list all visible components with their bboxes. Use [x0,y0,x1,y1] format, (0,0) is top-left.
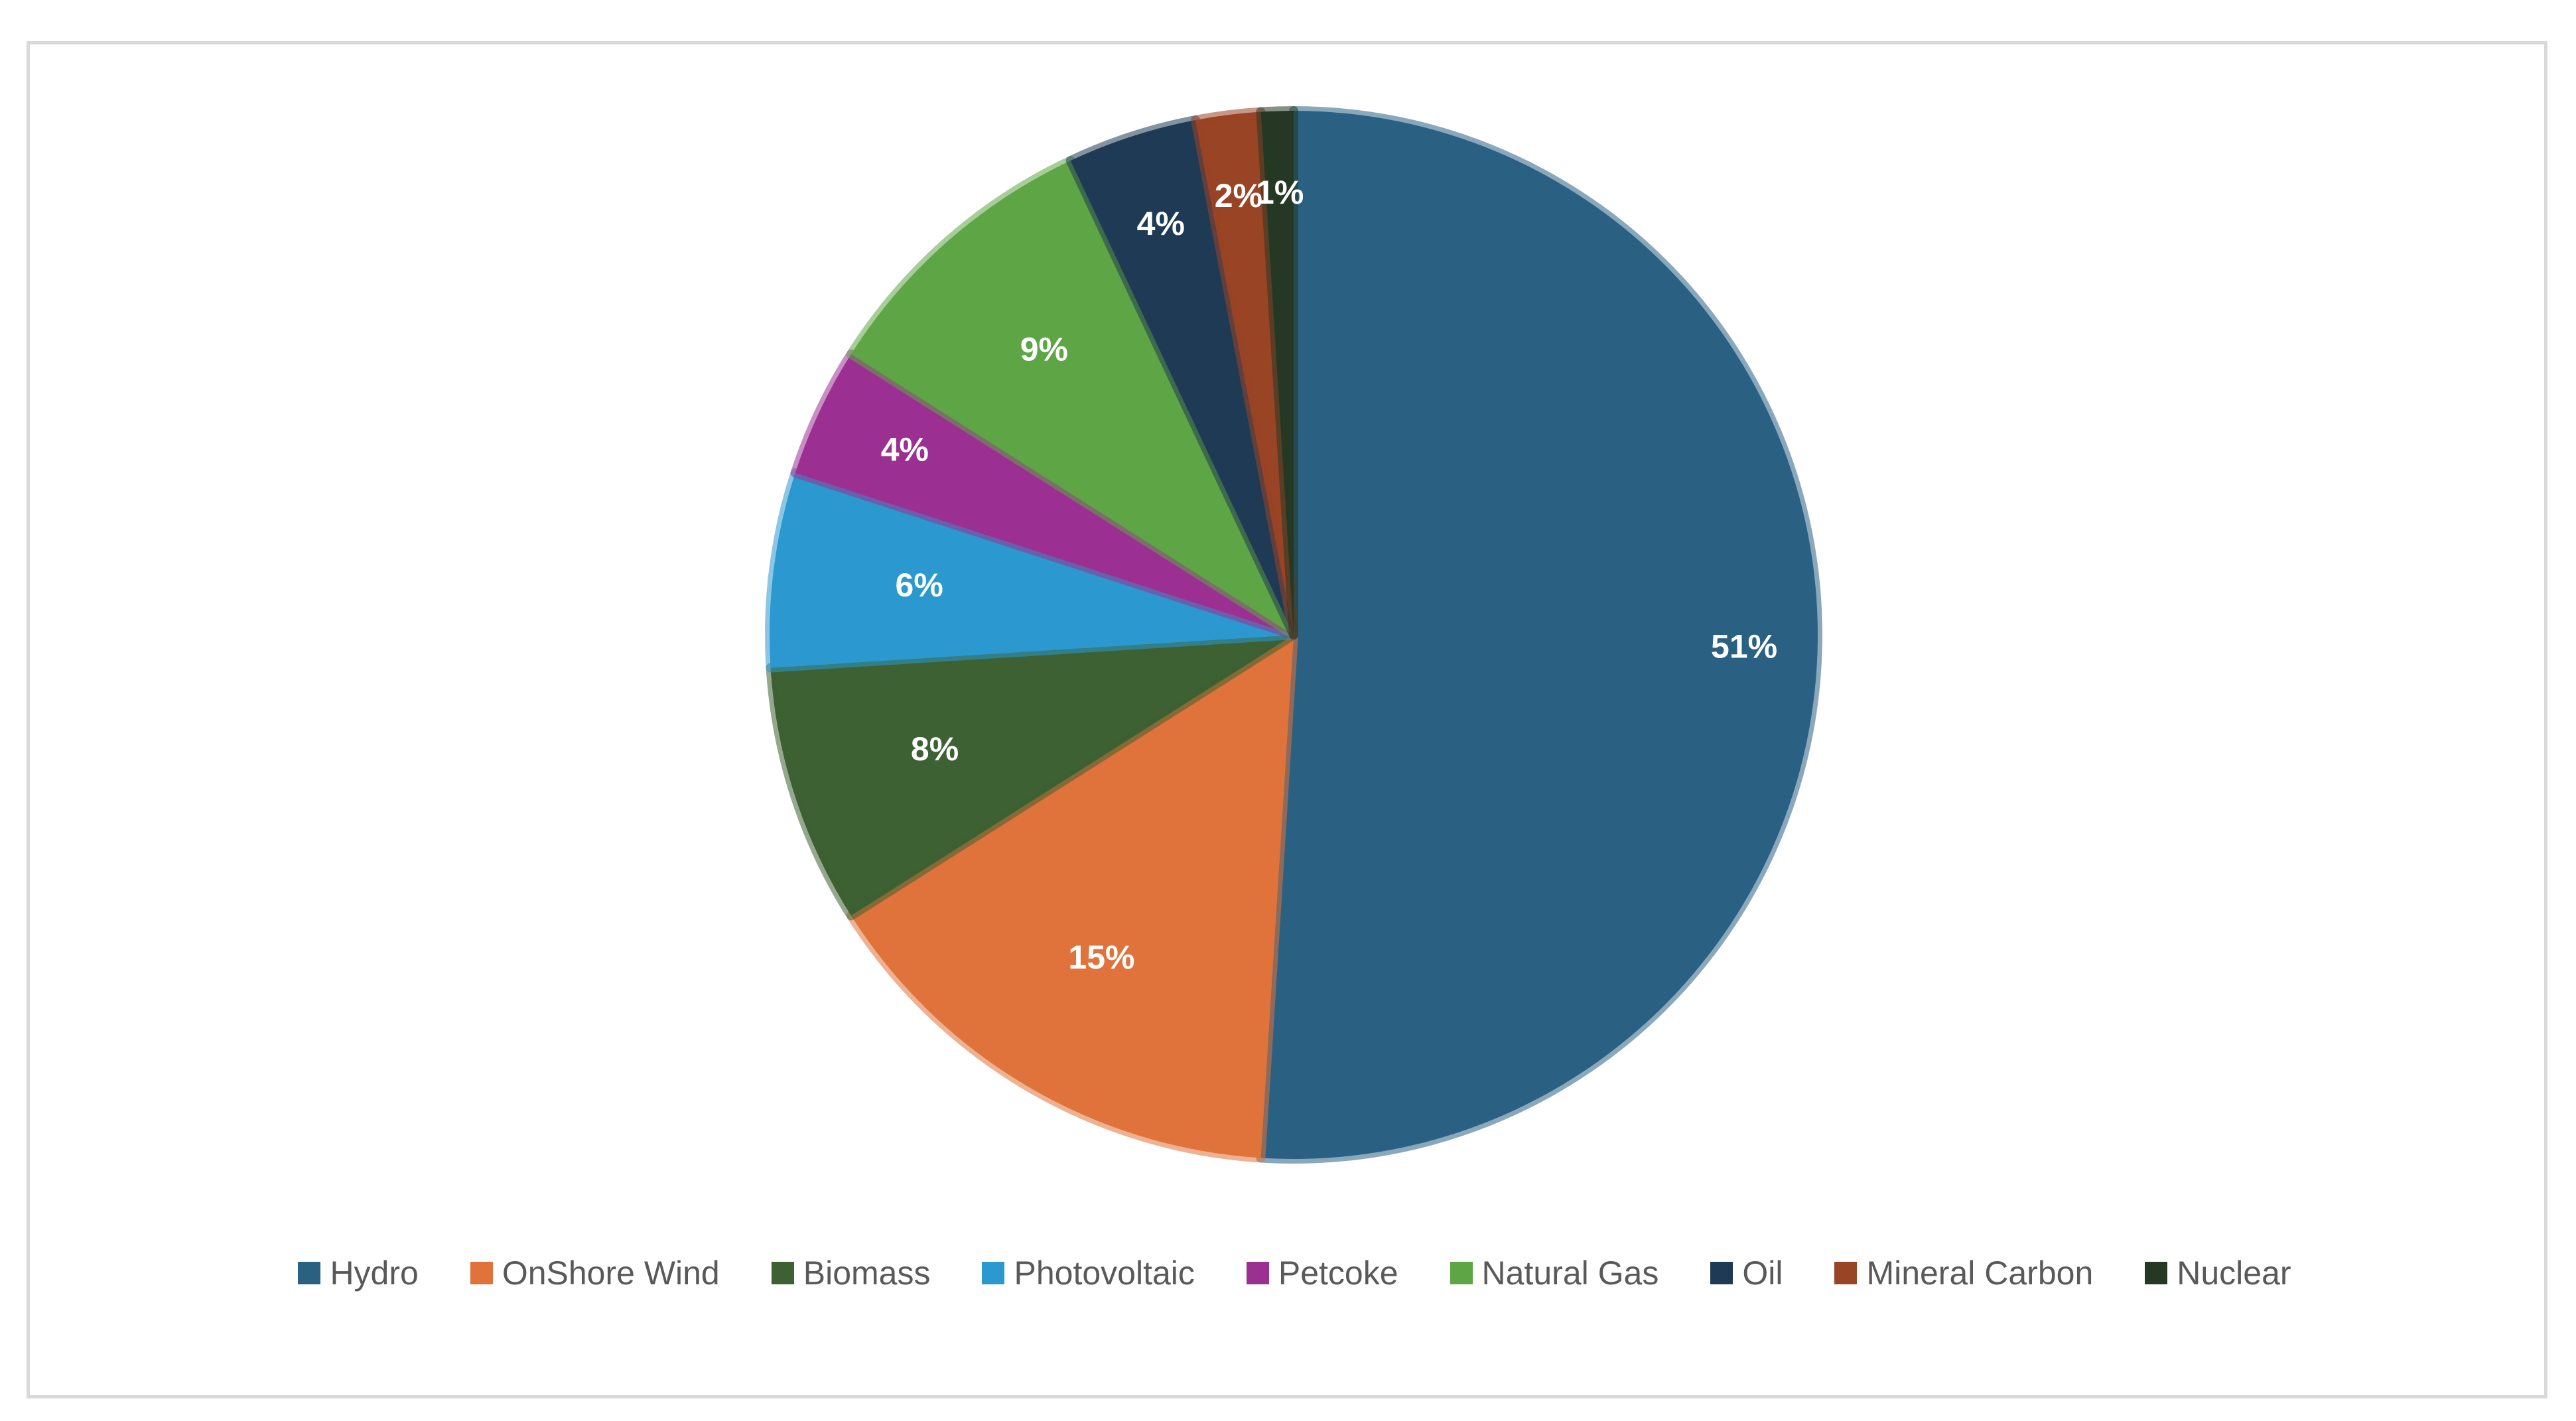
data-label-nuclear: 1% [1256,174,1304,211]
legend-item-oil: Oil [1710,1254,1783,1292]
data-label-biomass: 8% [911,730,959,768]
legend-label-natural-gas: Natural Gas [1481,1254,1659,1292]
legend-swatch-oil [1710,1262,1733,1284]
legend-item-mineral-carbon: Mineral Carbon [1834,1254,2093,1292]
legend-swatch-petcoke [1246,1262,1269,1284]
data-label-oil: 4% [1137,205,1185,242]
legend-swatch-photovoltaic [982,1262,1005,1284]
legend-label-onshore-wind: OnShore Wind [502,1254,720,1292]
pie-slice-natural-gas [846,156,1298,640]
legend-item-petcoke: Petcoke [1246,1254,1398,1292]
chart-legend: Hydro OnShore Wind Biomass Photovoltaic … [0,1254,2576,1292]
legend-item-biomass: Biomass [771,1254,931,1292]
data-label-onshore-wind: 15% [1068,939,1134,976]
legend-swatch-hydro [298,1262,321,1284]
pie-data-labels: 51% 15% 8% 6% 4% 9% 4% 2%1% [881,174,1777,976]
legend-swatch-nuclear [2145,1262,2168,1284]
legend-label-biomass: Biomass [803,1254,931,1292]
legend-item-natural-gas: Natural Gas [1450,1254,1659,1292]
pie-slice-hydro [1256,106,1822,1164]
legend-label-petcoke: Petcoke [1278,1254,1398,1292]
pie-slice-photovoltaic [765,468,1298,673]
pie-slice-biomass [766,630,1298,921]
pie-slice-onshore-wind [846,630,1298,1163]
legend-label-mineral-carbon: Mineral Carbon [1866,1254,2094,1292]
legend-label-oil: Oil [1742,1254,1783,1292]
legend-label-hydro: Hydro [330,1254,419,1292]
data-label-photovoltaic: 6% [896,567,943,604]
data-label-natural-gas: 9% [1020,331,1068,368]
legend-item-photovoltaic: Photovoltaic [982,1254,1195,1292]
legend-item-hydro: Hydro [298,1254,419,1292]
legend-swatch-mineral-carbon [1834,1262,1858,1284]
legend-label-nuclear: Nuclear [2177,1254,2291,1292]
pie-slices [765,106,1822,1164]
pie-slice-nuclear [1256,106,1298,640]
data-label-petcoke: 4% [881,431,929,468]
legend-swatch-biomass [771,1262,794,1284]
data-label-mineral-carbon: 2% [1215,177,1262,214]
data-label-hydro: 51% [1711,628,1777,665]
legend-item-onshore-wind: OnShore Wind [470,1254,720,1292]
legend-swatch-natural-gas [1450,1262,1473,1284]
legend-item-nuclear: Nuclear [2145,1254,2291,1292]
legend-label-photovoltaic: Photovoltaic [1014,1254,1195,1292]
legend-swatch-onshore-wind [470,1262,493,1284]
